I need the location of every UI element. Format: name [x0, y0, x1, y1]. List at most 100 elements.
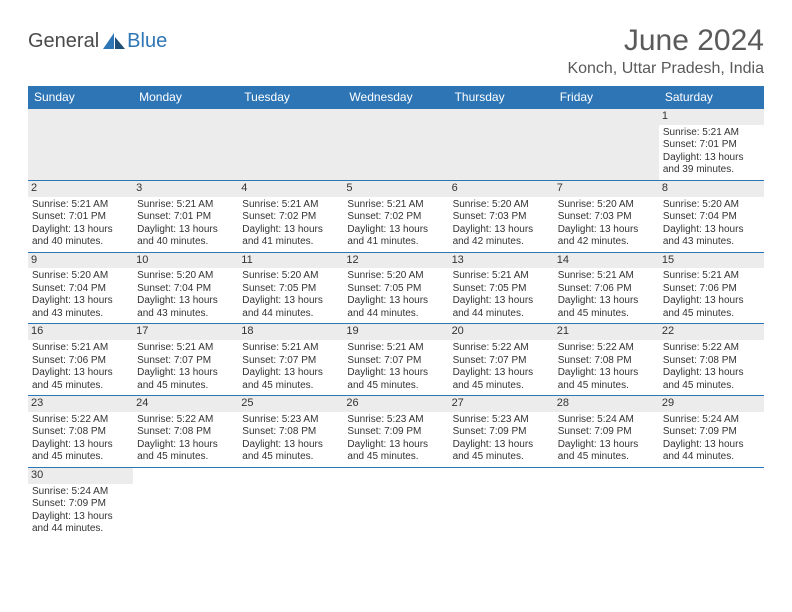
daylight-text: and 45 minutes.: [32, 451, 129, 464]
sunset-text: Sunset: 7:03 PM: [558, 211, 655, 224]
daylight-text: Daylight: 13 hours: [663, 295, 760, 308]
sunrise-text: Sunrise: 5:23 AM: [347, 414, 444, 427]
col-thursday: Thursday: [449, 86, 554, 109]
day-number: 19: [343, 324, 448, 340]
day-cell: 29 Sunrise: 5:24 AMSunset: 7:09 PMDayligh…: [659, 396, 764, 468]
sunrise-text: Sunrise: 5:20 AM: [242, 270, 339, 283]
day-cell: 10Sunrise: 5:20 AMSunset: 7:04 PMDayligh…: [133, 252, 238, 324]
day-number: 10: [133, 253, 238, 269]
day-number: 18: [238, 324, 343, 340]
week-row: 2Sunrise: 5:21 AMSunset: 7:01 PMDaylight…: [28, 180, 764, 252]
day-number: 15: [659, 253, 764, 269]
sunrise-text: Sunrise: 5:20 AM: [453, 199, 550, 212]
day-cell: 27Sunrise: 5:23 AMSunset: 7:09 PMDayligh…: [449, 396, 554, 468]
daylight-text: Daylight: 13 hours: [558, 367, 655, 380]
day-cell: 15Sunrise: 5:21 AMSunset: 7:06 PMDayligh…: [659, 252, 764, 324]
day-cell: 24Sunrise: 5:22 AMSunset: 7:08 PMDayligh…: [133, 396, 238, 468]
location: Konch, Uttar Pradesh, India: [567, 60, 764, 78]
daylight-text: and 45 minutes.: [663, 308, 760, 321]
sunrise-text: Sunrise: 5:23 AM: [453, 414, 550, 427]
daylight-text: and 45 minutes.: [347, 451, 444, 464]
day-number: 24: [133, 396, 238, 412]
daylight-text: and 44 minutes.: [347, 308, 444, 321]
day-cell: [449, 467, 554, 538]
day-number: 27: [449, 396, 554, 412]
sunrise-text: Sunrise: 5:21 AM: [242, 342, 339, 355]
daylight-text: and 40 minutes.: [137, 236, 234, 249]
calendar-table: Sunday Monday Tuesday Wednesday Thursday…: [28, 86, 764, 539]
daylight-text: Daylight: 13 hours: [663, 439, 760, 452]
daylight-text: Daylight: 13 hours: [137, 439, 234, 452]
month-title: June 2024: [567, 24, 764, 58]
title-block: June 2024 Konch, Uttar Pradesh, India: [567, 24, 764, 78]
sunset-text: Sunset: 7:09 PM: [663, 426, 760, 439]
sunrise-text: Sunrise: 5:20 AM: [32, 270, 129, 283]
daylight-text: Daylight: 13 hours: [32, 224, 129, 237]
sunrise-text: Sunrise: 5:21 AM: [663, 127, 760, 140]
week-row: 1Sunrise: 5:21 AMSunset: 7:01 PMDaylight…: [28, 109, 764, 181]
day-number: 29: [659, 396, 764, 412]
sunrise-text: Sunrise: 5:21 AM: [242, 199, 339, 212]
day-number: 8: [659, 181, 764, 197]
day-cell: 19Sunrise: 5:21 AMSunset: 7:07 PMDayligh…: [343, 324, 448, 396]
day-cell: 12Sunrise: 5:20 AMSunset: 7:05 PMDayligh…: [343, 252, 448, 324]
sunrise-text: Sunrise: 5:21 AM: [347, 342, 444, 355]
sunset-text: Sunset: 7:01 PM: [663, 139, 760, 152]
day-cell: [133, 467, 238, 538]
daylight-text: and 41 minutes.: [242, 236, 339, 249]
day-cell: 7Sunrise: 5:20 AMSunset: 7:03 PMDaylight…: [554, 180, 659, 252]
sunset-text: Sunset: 7:08 PM: [32, 426, 129, 439]
sunrise-text: Sunrise: 5:21 AM: [663, 270, 760, 283]
day-number: 26: [343, 396, 448, 412]
day-number: 20: [449, 324, 554, 340]
sunrise-text: Sunrise: 5:20 AM: [137, 270, 234, 283]
day-number: 25: [238, 396, 343, 412]
day-number: 7: [554, 181, 659, 197]
daylight-text: Daylight: 13 hours: [137, 224, 234, 237]
week-row: 30Sunrise: 5:24 AMSunset: 7:09 PMDayligh…: [28, 467, 764, 538]
daylight-text: and 43 minutes.: [32, 308, 129, 321]
sunrise-text: Sunrise: 5:22 AM: [663, 342, 760, 355]
day-number: 28: [554, 396, 659, 412]
calendar-page: General Blue June 2024 Konch, Uttar Prad…: [0, 0, 792, 563]
day-number: 14: [554, 253, 659, 269]
daylight-text: and 42 minutes.: [453, 236, 550, 249]
daylight-text: and 45 minutes.: [453, 451, 550, 464]
sunrise-text: Sunrise: 5:20 AM: [663, 199, 760, 212]
day-cell: 20Sunrise: 5:22 AMSunset: 7:07 PMDayligh…: [449, 324, 554, 396]
sunrise-text: Sunrise: 5:22 AM: [32, 414, 129, 427]
day-number: 4: [238, 181, 343, 197]
sunset-text: Sunset: 7:08 PM: [137, 426, 234, 439]
sunset-text: Sunset: 7:08 PM: [242, 426, 339, 439]
sunrise-text: Sunrise: 5:21 AM: [453, 270, 550, 283]
day-number: 6: [449, 181, 554, 197]
sunrise-text: Sunrise: 5:23 AM: [242, 414, 339, 427]
daylight-text: Daylight: 13 hours: [242, 367, 339, 380]
sail-icon: [103, 33, 125, 49]
daylight-text: Daylight: 13 hours: [558, 439, 655, 452]
daylight-text: Daylight: 13 hours: [663, 367, 760, 380]
day-cell: [28, 109, 133, 181]
sunrise-text: Sunrise: 5:20 AM: [347, 270, 444, 283]
weekday-header-row: Sunday Monday Tuesday Wednesday Thursday…: [28, 86, 764, 109]
daylight-text: and 44 minutes.: [663, 451, 760, 464]
daylight-text: Daylight: 13 hours: [242, 295, 339, 308]
sunrise-text: Sunrise: 5:24 AM: [663, 414, 760, 427]
daylight-text: and 44 minutes.: [453, 308, 550, 321]
daylight-text: and 43 minutes.: [137, 308, 234, 321]
day-cell: 23Sunrise: 5:22 AMSunset: 7:08 PMDayligh…: [28, 396, 133, 468]
sunrise-text: Sunrise: 5:21 AM: [32, 199, 129, 212]
day-cell: [238, 109, 343, 181]
sunrise-text: Sunrise: 5:21 AM: [347, 199, 444, 212]
day-number: 9: [28, 253, 133, 269]
day-cell: 2Sunrise: 5:21 AMSunset: 7:01 PMDaylight…: [28, 180, 133, 252]
daylight-text: Daylight: 13 hours: [32, 439, 129, 452]
daylight-text: and 39 minutes.: [663, 164, 760, 177]
daylight-text: Daylight: 13 hours: [32, 295, 129, 308]
sunset-text: Sunset: 7:05 PM: [347, 283, 444, 296]
daylight-text: Daylight: 13 hours: [663, 152, 760, 165]
sunset-text: Sunset: 7:04 PM: [32, 283, 129, 296]
daylight-text: Daylight: 13 hours: [137, 367, 234, 380]
sunset-text: Sunset: 7:06 PM: [663, 283, 760, 296]
day-cell: 8Sunrise: 5:20 AMSunset: 7:04 PMDaylight…: [659, 180, 764, 252]
